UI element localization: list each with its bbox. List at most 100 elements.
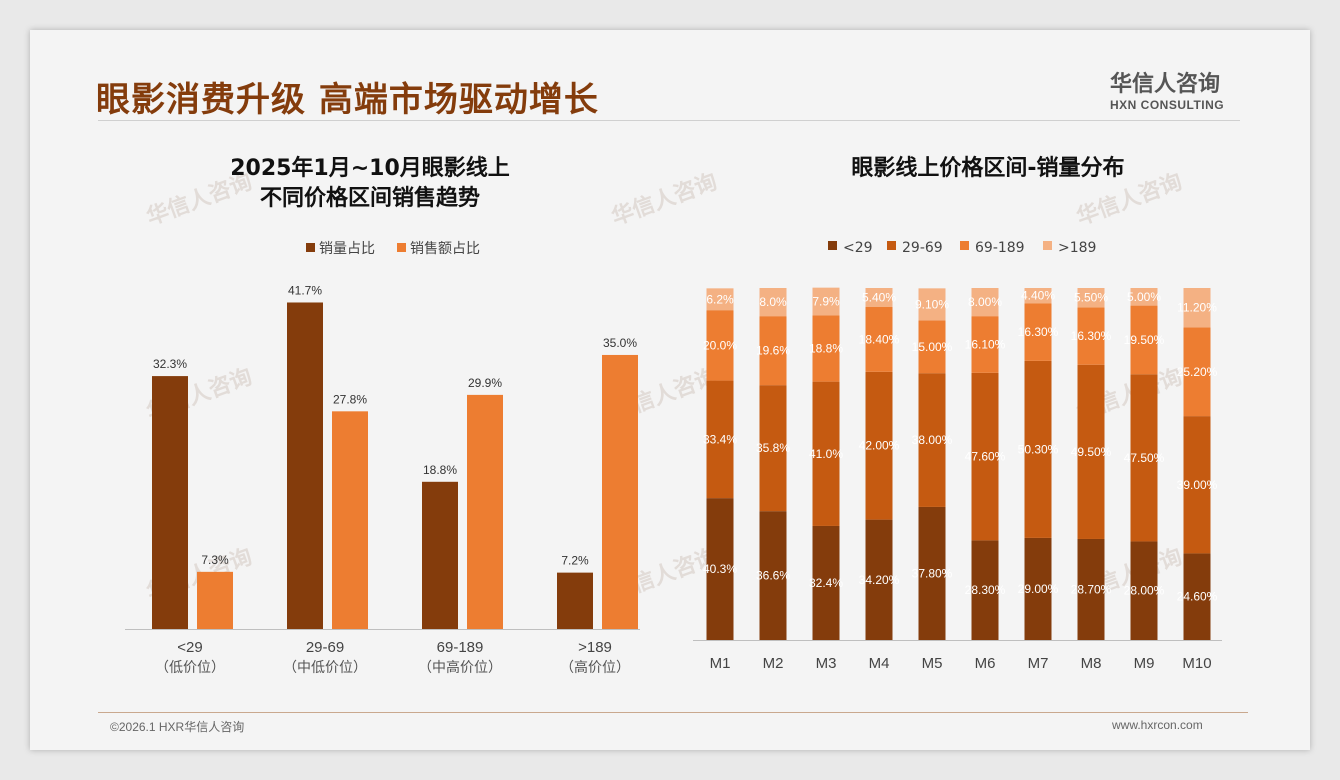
bar [467, 394, 503, 629]
stacked-bar-segment [865, 519, 893, 640]
chart-title: 2025年1月~10月眼影线上 [230, 155, 510, 181]
stacked-bar-segment [759, 511, 787, 640]
data-label: 24.60% [1177, 590, 1218, 604]
x-tick-label: M6 [975, 655, 996, 672]
stacked-bar-segment [812, 287, 840, 316]
stacked-bar-segment [1024, 288, 1052, 304]
stacked-bar-segment [865, 371, 893, 520]
data-label: 41.7% [288, 283, 322, 297]
data-label: 38.00% [912, 433, 953, 447]
logo-cn: 华信人咨询 [1110, 72, 1221, 97]
data-label: 32.4% [809, 576, 843, 590]
stacked-bar-segment [1183, 553, 1211, 640]
stacked-bar-segment [1077, 288, 1105, 308]
chart-title: 眼影线上价格区间-销量分布 [851, 155, 1124, 181]
stacked-bar-segment [971, 316, 999, 373]
stacked-bar-segment [1024, 360, 1052, 538]
stacked-bar-segment [1183, 416, 1211, 554]
data-label: 20.0% [703, 338, 737, 352]
header-divider [98, 120, 1240, 121]
data-label: 5.00% [1127, 290, 1161, 304]
footer-copyright: ©2026.1 HXR华信人咨询 [110, 720, 245, 734]
bar [332, 411, 368, 629]
data-label: 29.9% [468, 376, 502, 390]
stacked-bar-segment [918, 373, 946, 507]
legend-label: <29 [843, 240, 873, 256]
data-label: 18.8% [809, 342, 843, 356]
stacked-bar-segment [759, 288, 787, 317]
data-label: 28.00% [1124, 584, 1165, 598]
x-tick-label: 69-189 [437, 639, 484, 656]
x-tick-label: 29-69 [306, 639, 344, 656]
data-label: 11.20% [1177, 301, 1217, 315]
data-label: 5.40% [862, 291, 896, 305]
footer-website: www.hxrcon.com [1112, 718, 1203, 732]
x-tick-label: M5 [922, 655, 943, 672]
legend-swatch [887, 241, 896, 250]
data-label: 6.2% [706, 292, 734, 306]
data-label: 37.80% [912, 566, 953, 580]
x-tick-label: >189 [578, 639, 612, 656]
stacked-bar-segment [812, 525, 840, 640]
data-label: 29.00% [1018, 582, 1059, 596]
data-label: 7.2% [561, 554, 589, 568]
data-label: 18.40% [859, 332, 900, 346]
stacked-bar-segment [865, 288, 893, 308]
legend-label: 销售额占比 [410, 241, 480, 257]
data-label: 16.30% [1071, 329, 1112, 343]
stacked-bar-segment [1183, 288, 1211, 328]
data-label: 25.20% [1177, 365, 1218, 379]
stacked-bar-segment [865, 307, 893, 372]
x-tick-label: M9 [1134, 655, 1155, 672]
stacked-bar-segment [918, 506, 946, 640]
data-label: 41.0% [809, 447, 843, 461]
x-tick-label: M4 [869, 655, 890, 672]
stacked-bar-segment [1130, 288, 1158, 306]
x-tick-sublabel: （高价位） [560, 659, 630, 676]
x-tick-label: M2 [763, 655, 784, 672]
footer-divider [98, 712, 1248, 713]
data-label: 49.50% [1071, 445, 1112, 459]
legend-label: 销量占比 [319, 241, 375, 257]
x-tick-label: M8 [1081, 655, 1102, 672]
x-tick-label: M7 [1028, 655, 1049, 672]
data-label: 33.4% [703, 432, 737, 446]
x-tick-sublabel: （低价位） [155, 660, 225, 676]
data-label: 5.50% [1074, 291, 1108, 305]
data-label: 47.50% [1124, 451, 1165, 465]
data-label: 7.9% [812, 295, 840, 309]
stacked-bar-segment [1130, 374, 1158, 542]
stacked-bar-segment [759, 385, 787, 512]
data-label: 36.6% [756, 569, 790, 583]
data-label: 19.50% [1124, 333, 1165, 347]
data-label: 8.00% [968, 295, 1002, 309]
chart-title: 不同价格区间销售趋势 [260, 185, 480, 211]
x-tick-sublabel: （中低价位） [283, 660, 367, 676]
legend-label: 69-189 [975, 240, 1025, 256]
data-label: 40.3% [703, 562, 737, 576]
data-label: 15.00% [912, 340, 953, 354]
data-label: 7.3% [201, 553, 229, 567]
data-label: 28.30% [965, 583, 1006, 597]
data-label: 9.10% [915, 297, 949, 311]
x-tick-label: M3 [816, 655, 837, 672]
data-label: 34.20% [859, 573, 900, 587]
stacked-bar-segment [1077, 307, 1105, 365]
data-label: 8.0% [759, 295, 787, 309]
data-label: 47.60% [965, 450, 1006, 464]
bar [557, 572, 593, 629]
data-label: 16.30% [1018, 325, 1059, 339]
bar [287, 302, 323, 629]
stacked-bar-segment [812, 315, 840, 382]
stacked-bar-segment [1024, 537, 1052, 640]
legend-swatch [1043, 241, 1052, 250]
legend-swatch [397, 243, 406, 252]
page-title: 眼影消费升级 高端市场驱动增长 [96, 80, 599, 120]
stacked-bar-segment [706, 288, 734, 311]
bar [422, 481, 458, 629]
stacked-bar-segment [812, 381, 840, 526]
stacked-bar-segment [1077, 538, 1105, 640]
x-tick-sublabel: （中高价位） [418, 659, 502, 676]
data-label: 32.3% [153, 357, 187, 371]
bar [152, 376, 188, 629]
